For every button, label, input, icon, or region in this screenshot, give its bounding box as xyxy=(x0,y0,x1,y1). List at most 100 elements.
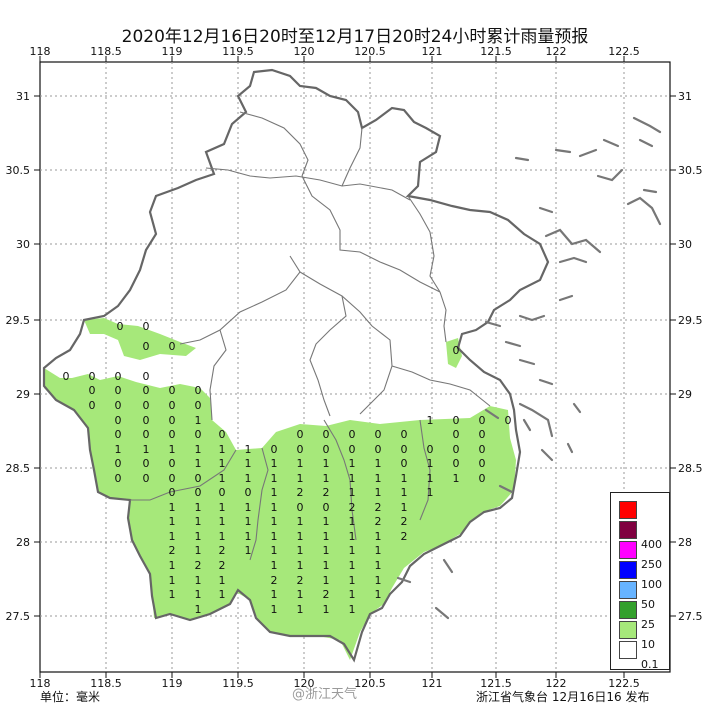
lon-label-bottom: 122.5 xyxy=(608,677,640,690)
legend-swatch xyxy=(619,521,637,539)
station-value: 1 xyxy=(349,472,356,485)
station-value: 1 xyxy=(195,603,202,616)
station-value: 1 xyxy=(297,559,304,572)
station-value: 0 xyxy=(143,370,150,383)
station-value: 1 xyxy=(195,530,202,543)
station-value: 0 xyxy=(479,443,486,456)
station-value: 1 xyxy=(169,530,176,543)
station-value: 0 xyxy=(143,399,150,412)
station-value: 1 xyxy=(219,457,226,470)
latitude-labels-right: 31 30.5 30 29.5 29 28.5 28 27.5 xyxy=(678,90,703,623)
station-value: 1 xyxy=(195,414,202,427)
lat-label-right: 30 xyxy=(678,238,692,251)
station-value: 0 xyxy=(245,486,252,499)
station-value: 0 xyxy=(195,384,202,397)
station-value: 0 xyxy=(219,486,226,499)
station-value: 0 xyxy=(453,457,460,470)
station-value: 0 xyxy=(89,399,96,412)
station-value: 1 xyxy=(115,443,122,456)
lon-label-top: 120 xyxy=(294,45,315,58)
legend-label: 25 xyxy=(641,618,655,631)
station-value: 1 xyxy=(401,501,408,514)
lon-label-bottom: 118.5 xyxy=(90,677,122,690)
station-value: 1 xyxy=(375,486,382,499)
issuer-label: 浙江省气象台 12月16日16 发布 xyxy=(476,690,650,704)
station-value: 1 xyxy=(271,501,278,514)
legend-swatch xyxy=(619,621,637,639)
station-value: 0 xyxy=(143,428,150,441)
station-value: 0 xyxy=(115,399,122,412)
station-value: 1 xyxy=(297,515,304,528)
station-value: 0 xyxy=(195,472,202,485)
lon-label-bottom: 121.5 xyxy=(480,677,512,690)
lon-label-bottom: 121 xyxy=(422,677,443,690)
station-value: 0 xyxy=(63,370,70,383)
station-value: 2 xyxy=(401,530,408,543)
station-value: 0 xyxy=(297,428,304,441)
station-value: 1 xyxy=(401,486,408,499)
station-value: 2 xyxy=(401,515,408,528)
station-value: 2 xyxy=(297,486,304,499)
station-value: 0 xyxy=(115,370,122,383)
station-value: 2 xyxy=(195,559,202,572)
station-value: 2 xyxy=(375,515,382,528)
latitude-labels-left: 31 30.5 30 29.5 29 28.5 28 27.5 xyxy=(6,90,31,623)
station-value: 1 xyxy=(375,530,382,543)
station-value: 0 xyxy=(143,472,150,485)
station-value: 1 xyxy=(323,472,330,485)
station-value: 0 xyxy=(143,320,150,333)
station-value: 1 xyxy=(219,530,226,543)
station-value: 1 xyxy=(271,588,278,601)
station-value: 1 xyxy=(245,515,252,528)
lon-label-top: 120.5 xyxy=(354,45,386,58)
station-value: 0 xyxy=(297,443,304,456)
station-value: 1 xyxy=(169,515,176,528)
station-value: 0 xyxy=(169,384,176,397)
legend-swatch xyxy=(619,561,637,579)
station-value: 0 xyxy=(453,428,460,441)
station-value: 2 xyxy=(375,501,382,514)
station-value: 0 xyxy=(323,443,330,456)
station-value: 1 xyxy=(297,457,304,470)
station-value: 1 xyxy=(323,559,330,572)
station-value: 1 xyxy=(401,472,408,485)
station-value: 1 xyxy=(219,588,226,601)
station-value: 1 xyxy=(195,501,202,514)
rain-area-northwest xyxy=(84,318,196,360)
legend-label: 0.1 xyxy=(641,658,659,671)
station-value: 0 xyxy=(169,399,176,412)
unit-label: 单位：毫米 xyxy=(40,690,101,704)
watermark: @浙江天气 xyxy=(292,687,358,702)
lon-label-bottom: 120 xyxy=(294,677,315,690)
station-value: 1 xyxy=(323,544,330,557)
axis-ticks xyxy=(34,56,676,678)
station-value: 1 xyxy=(427,472,434,485)
lat-label-left: 28.5 xyxy=(6,462,31,475)
station-value: 1 xyxy=(219,574,226,587)
station-value: 1 xyxy=(195,457,202,470)
lon-label-top: 118 xyxy=(30,45,51,58)
station-value: 0 xyxy=(89,384,96,397)
lon-label-top: 122 xyxy=(546,45,567,58)
province-outline xyxy=(42,68,550,663)
station-value: 1 xyxy=(245,472,252,485)
lat-label-right: 28 xyxy=(678,536,692,549)
station-value: 1 xyxy=(195,574,202,587)
station-value: 0 xyxy=(115,457,122,470)
lon-label-bottom: 119 xyxy=(162,677,183,690)
lon-label-top: 119.5 xyxy=(222,45,254,58)
station-value: 1 xyxy=(169,574,176,587)
lat-label-right: 28.5 xyxy=(678,462,703,475)
city-boundaries xyxy=(130,111,491,561)
station-value: 1 xyxy=(349,588,356,601)
station-value: 1 xyxy=(271,472,278,485)
legend-label: 10 xyxy=(641,638,655,651)
station-value: 0 xyxy=(143,457,150,470)
legend-label: 50 xyxy=(641,598,655,611)
station-value: 1 xyxy=(195,443,202,456)
station-value: 1 xyxy=(297,530,304,543)
station-value: 1 xyxy=(297,544,304,557)
station-value: 1 xyxy=(349,544,356,557)
lon-label-top: 122.5 xyxy=(608,45,640,58)
